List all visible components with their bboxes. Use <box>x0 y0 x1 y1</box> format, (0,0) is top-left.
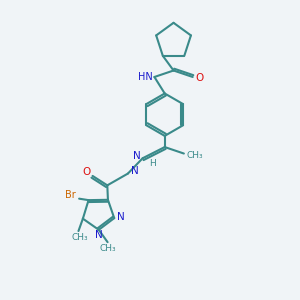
Text: O: O <box>82 167 90 177</box>
Text: N: N <box>134 151 141 161</box>
Text: CH₃: CH₃ <box>100 244 116 253</box>
Text: N: N <box>117 212 124 222</box>
Text: CH₃: CH₃ <box>187 151 203 160</box>
Text: CH₃: CH₃ <box>71 233 88 242</box>
Text: HN: HN <box>138 72 152 82</box>
Text: Br: Br <box>65 190 76 200</box>
Text: H: H <box>149 159 155 168</box>
Text: N: N <box>131 166 139 176</box>
Text: O: O <box>195 74 203 83</box>
Text: N: N <box>95 230 103 240</box>
